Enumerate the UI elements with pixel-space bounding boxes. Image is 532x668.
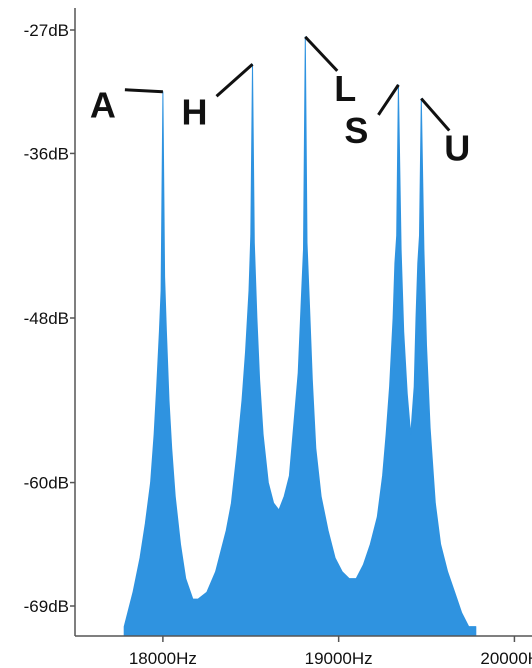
peak-leader-l — [304, 35, 339, 72]
x-tick-label: 18000Hz — [129, 649, 197, 668]
x-axis-ticks: 18000Hz 19000Hz 20000Hz — [129, 636, 532, 668]
y-tick-label: -48dB — [24, 309, 69, 328]
spectrum-area-series-0 — [123, 36, 477, 637]
peak-label-u: U — [444, 128, 470, 169]
y-axis-ticks: -27dB -36dB -48dB -60dB -69dB — [24, 21, 75, 616]
y-tick-label: -36dB — [24, 144, 69, 163]
peak-leader-a — [124, 88, 163, 94]
x-tick-label: 19000Hz — [305, 649, 373, 668]
peak-label-a: A — [90, 85, 116, 126]
y-tick-label: -27dB — [24, 21, 69, 40]
peak-label-h: H — [182, 91, 208, 132]
y-tick-label: -60dB — [24, 474, 69, 493]
peak-annotations: A H LS U — [90, 35, 470, 169]
peak-leader-h — [215, 63, 254, 98]
peak-label-l: L — [334, 68, 356, 109]
peak-label-s: S — [344, 110, 368, 151]
y-tick-label: -69dB — [24, 597, 69, 616]
peak-leader-s — [377, 84, 400, 116]
x-tick-label: 20000Hz — [480, 649, 532, 668]
peak-leader-u — [420, 97, 451, 132]
area-layer — [123, 36, 477, 637]
